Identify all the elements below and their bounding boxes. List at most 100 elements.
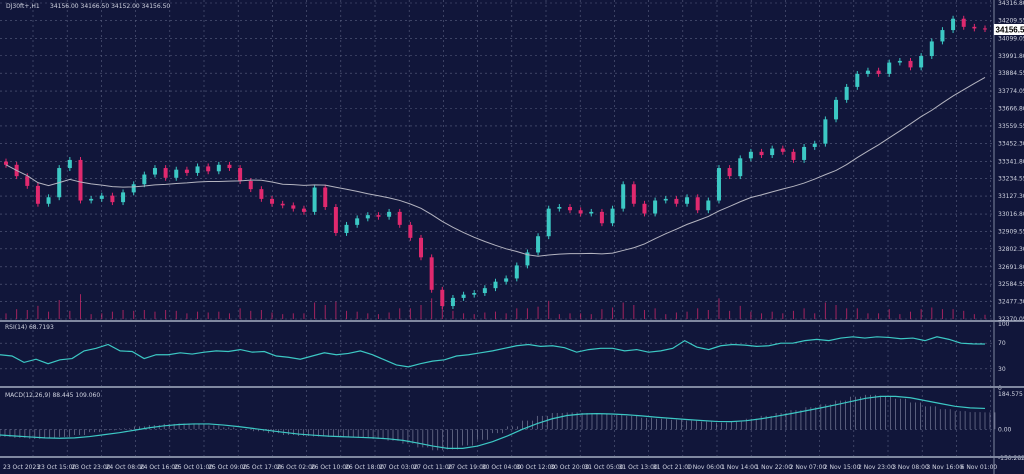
candle-body xyxy=(695,197,700,211)
x-tick-label: 27 Oct 11:00 xyxy=(413,464,452,471)
candle-body xyxy=(450,297,455,307)
x-tick-label: 31 Oct 21:00 xyxy=(653,464,692,471)
candle-body xyxy=(834,99,839,120)
candle-body xyxy=(823,119,828,144)
y-tick-label: 33452.30 xyxy=(998,140,1024,147)
candle-body xyxy=(802,146,807,160)
rsi-tick-label: 70 xyxy=(998,340,1006,347)
candle-body xyxy=(929,41,934,57)
candle-body xyxy=(408,224,413,238)
candle-body xyxy=(812,143,817,147)
candle-body xyxy=(67,159,72,169)
candle-body xyxy=(983,28,987,30)
candle-body xyxy=(184,169,189,173)
candle-body xyxy=(727,168,732,177)
y-tick-label: 32909.55 xyxy=(998,228,1024,235)
candle-body xyxy=(248,181,253,190)
candle-body xyxy=(99,195,104,199)
candle-body xyxy=(4,161,8,165)
current-price-label: 34156.50 xyxy=(996,26,1024,35)
candle-body xyxy=(429,257,434,290)
x-tick-label: 23 Oct 2023 xyxy=(3,464,40,471)
x-tick-label: 31 Oct 13:00 xyxy=(619,464,658,471)
candle-body xyxy=(780,148,785,152)
candle-body xyxy=(493,281,498,289)
candle-body xyxy=(653,200,658,214)
y-tick-label: 32584.55 xyxy=(998,281,1024,288)
candle-body xyxy=(376,215,381,217)
candle-body xyxy=(642,203,647,214)
candle-body xyxy=(387,211,392,217)
rsi-label: RSI(14) 68.7193 xyxy=(5,324,54,331)
rsi-line xyxy=(0,336,986,368)
candle-body xyxy=(504,278,509,282)
candle-body xyxy=(536,236,541,253)
rsi-tick-label: 0 xyxy=(998,385,1002,392)
candle-body xyxy=(770,148,775,156)
macd-tick-label: 0.00 xyxy=(998,426,1012,433)
candle-body xyxy=(482,288,487,294)
x-tick-label: 23 Oct 15:00 xyxy=(37,464,76,471)
candle-body xyxy=(748,151,753,159)
y-tick-label: 33127.30 xyxy=(998,193,1024,200)
candle-body xyxy=(514,265,519,279)
chart-title-ohlc: 34156.00 34166.50 34152.00 34156.50 xyxy=(50,3,170,10)
x-tick-label: 1 Nov 14:00 xyxy=(721,464,758,471)
y-tick-label: 34209.55 xyxy=(998,17,1024,24)
y-tick-label: 32370.05 xyxy=(998,316,1024,323)
chart-title-symbol: DJ30ft+,H1 xyxy=(6,3,40,10)
candle-body xyxy=(365,215,370,219)
x-tick-label: 30 Oct 20:00 xyxy=(550,464,589,471)
candle-body xyxy=(142,174,147,185)
x-tick-label: 26 Oct 18:00 xyxy=(345,464,384,471)
x-tick-label: 23 Oct 23:00 xyxy=(71,464,110,471)
x-tick-label: 26 Oct 10:00 xyxy=(311,464,350,471)
macd-signal-line xyxy=(0,395,986,449)
y-tick-label: 33884.55 xyxy=(998,70,1024,77)
candle-body xyxy=(312,187,317,212)
x-tick-label: 27 Oct 03:00 xyxy=(379,464,418,471)
x-tick-label: 3 Nov 16:00 xyxy=(926,464,963,471)
y-tick-label: 32691.80 xyxy=(998,264,1024,271)
candle-body xyxy=(333,207,338,233)
x-tick-label: 1 Nov 22:00 xyxy=(755,464,792,471)
candle-body xyxy=(206,166,211,172)
x-tick-label: 24 Oct 08:00 xyxy=(106,464,145,471)
candle-body xyxy=(270,198,275,204)
x-tick-label: 27 Oct 19:00 xyxy=(448,464,487,471)
candle-body xyxy=(89,198,94,201)
rsi-tick-label: 30 xyxy=(998,366,1006,373)
candle-body xyxy=(844,86,849,100)
candle-body xyxy=(121,192,126,203)
candle-body xyxy=(674,198,679,204)
candle-body xyxy=(397,211,402,225)
x-tick-label: 30 Oct 12:00 xyxy=(516,464,555,471)
candle-body xyxy=(344,224,349,233)
x-tick-label: 1 Nov 06:00 xyxy=(687,464,724,471)
candle-body xyxy=(419,237,424,258)
y-tick-label: 33016.80 xyxy=(998,211,1024,218)
x-tick-label: 2 Nov 15:00 xyxy=(824,464,861,471)
candle-body xyxy=(685,197,690,204)
x-tick-label: 24 Oct 16:00 xyxy=(140,464,179,471)
candle-body xyxy=(131,184,136,193)
y-tick-label: 33559.55 xyxy=(998,123,1024,130)
candle-body xyxy=(472,293,477,295)
candle-body xyxy=(567,207,572,211)
candle-body xyxy=(525,252,530,266)
x-tick-label: 31 Oct 05:00 xyxy=(584,464,623,471)
x-tick-label: 2 Nov 23:00 xyxy=(858,464,895,471)
candle-body xyxy=(301,208,306,212)
candle-body xyxy=(557,207,562,209)
candle-body xyxy=(919,56,924,68)
candle-body xyxy=(35,185,40,204)
candle-body xyxy=(940,30,945,42)
y-tick-label: 33774.05 xyxy=(998,88,1024,95)
x-tick-label: 26 Oct 02:00 xyxy=(277,464,316,471)
candle-body xyxy=(663,198,668,201)
candle-body xyxy=(610,208,615,224)
candle-body xyxy=(227,164,232,169)
macd-tick-label: 184.575 xyxy=(998,391,1023,398)
